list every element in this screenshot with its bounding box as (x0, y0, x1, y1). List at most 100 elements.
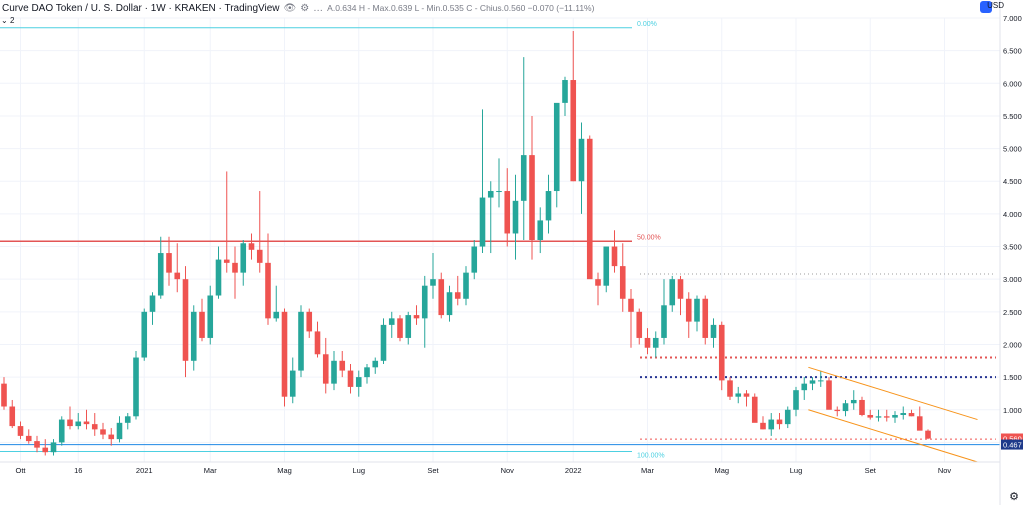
price-tick: 4.500 (1003, 177, 1022, 186)
candle-body (1, 383, 7, 407)
candle-body (215, 259, 222, 296)
candle-body (859, 399, 865, 415)
price-tick: 5.000 (1003, 145, 1022, 154)
candle-body (751, 396, 758, 423)
candle-body (578, 138, 585, 182)
candle-body (355, 377, 362, 387)
brand-logo-icon[interactable] (980, 1, 992, 13)
candle-body (826, 380, 832, 410)
candle-body (925, 430, 931, 439)
candle-body (58, 419, 65, 443)
candle-body (9, 406, 16, 427)
chevron-icon: ⌄ (1, 16, 8, 25)
candle-body (91, 424, 98, 430)
candle-body (421, 285, 428, 319)
candle-body (34, 441, 40, 448)
channel-lower (808, 409, 978, 463)
candle-body (512, 200, 519, 234)
candle-body (784, 409, 791, 425)
candle-body (603, 246, 610, 286)
time-tick: Set (427, 466, 439, 475)
level-label: 50.00% (637, 234, 661, 241)
candle-body (364, 367, 370, 378)
level-label: 100.00% (637, 453, 665, 460)
candle-body (232, 262, 238, 273)
candle-body (223, 259, 230, 263)
candle-body (471, 246, 478, 273)
candle-body (265, 262, 271, 319)
time-tick: Lug (790, 466, 803, 475)
candle-body (628, 298, 634, 312)
candle-body (553, 102, 560, 192)
candle-body (479, 197, 486, 247)
candle-body (372, 360, 379, 368)
candle-body (281, 311, 288, 397)
candle-body (199, 311, 205, 338)
candle-body (322, 354, 329, 384)
candle-body (817, 380, 824, 382)
candle-body (133, 357, 139, 417)
candle-body (727, 380, 733, 397)
time-tick: 2021 (136, 466, 153, 475)
candle-body (430, 279, 436, 286)
price-tick: 1.500 (1003, 373, 1022, 382)
candle-body (850, 399, 857, 404)
time-tick: Nov (501, 466, 515, 475)
settings-icon[interactable]: ⚙ (300, 2, 310, 14)
candle-body (702, 298, 709, 338)
candle-body (174, 272, 181, 280)
candle-body (83, 421, 90, 425)
candle-body (397, 318, 403, 338)
candle-body (867, 414, 874, 418)
more-icon[interactable]: … (313, 2, 324, 14)
candle-body (25, 435, 32, 442)
candle-body (735, 393, 742, 397)
price-label-box (1001, 433, 1023, 444)
candle-body (141, 311, 148, 358)
time-tick: 2022 (565, 466, 582, 475)
time-tick: 16 (74, 466, 82, 475)
level-label: 0.00% (637, 21, 657, 28)
candle-body (595, 279, 601, 286)
candle-body (463, 272, 469, 299)
time-tick: Mag (714, 466, 729, 475)
price-label-text: 0.467 (1003, 441, 1022, 450)
price-tick: 6.500 (1003, 47, 1022, 56)
price-tick: 2.500 (1003, 308, 1022, 317)
candle-body (636, 311, 643, 338)
candle-body (438, 279, 445, 316)
candle-body (256, 249, 263, 263)
time-tick: Nov (938, 466, 952, 475)
candle-body (100, 429, 106, 435)
candle-body (900, 413, 907, 415)
channel-upper (808, 366, 978, 421)
time-tick: Lug (352, 466, 365, 475)
gear-icon[interactable]: ⚙ (1009, 491, 1019, 503)
candle-body (718, 324, 725, 381)
candle-body (801, 383, 808, 391)
candle-body (842, 403, 849, 412)
candle-body (339, 360, 346, 371)
currency-selector[interactable]: USD (987, 1, 1004, 10)
candle-body (413, 315, 420, 319)
price-tick: 2.000 (1003, 340, 1022, 349)
candle-body (17, 426, 24, 436)
eye-icon[interactable]: 👁 (283, 2, 297, 14)
indicator-toggle[interactable]: ⌄ 2 (1, 16, 14, 25)
ohlc-values: A.0.634 H - Max.0.639 L - Min.0.535 C - … (327, 3, 595, 13)
candle-body (67, 419, 73, 427)
candle-body (331, 360, 337, 384)
time-tick: Mar (204, 466, 217, 475)
price-tick: 3.500 (1003, 243, 1022, 252)
candle-body (75, 421, 82, 427)
symbol-title[interactable]: Curve DAO Token / U. S. Dollar · 1W · KR… (2, 2, 280, 14)
indicator-count: 2 (9, 16, 15, 25)
candle-body (289, 370, 296, 397)
candle-body (182, 279, 189, 361)
candle-body (685, 298, 692, 322)
candle-body (793, 390, 799, 410)
candle-body (388, 318, 395, 325)
candle-body (116, 422, 123, 440)
